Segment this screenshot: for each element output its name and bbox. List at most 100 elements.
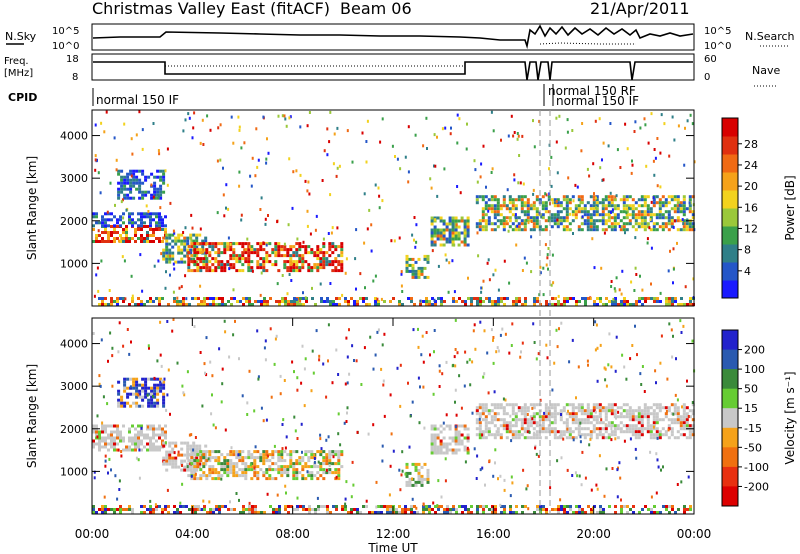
power-panel-echo-region-6 (405, 254, 430, 279)
velocity-panel-colorbar-label-6: -50 (744, 441, 762, 454)
sky-noise-line (92, 24, 694, 50)
time-tick-label-7: 00:00 (677, 527, 712, 541)
velocity-x-axis: 00:00 04:00 08:00 12:00 16:00 20:00 00:00 (75, 318, 712, 541)
velocity-y-axis: 1000 2000 3000 4000 (60, 338, 694, 478)
time-tick-label-3: 08:00 (275, 527, 310, 541)
power-colorbar: 4 8 12 16 20 24 28 Power [dB] (721, 117, 797, 299)
date-label: 21/Apr/2011 (590, 0, 690, 18)
power-panel: 1000 2000 3000 4000 Slant Range [km] (25, 109, 696, 307)
velocity-panel-ytick-label-3: 3000 (60, 380, 88, 393)
station-title: Christmas Valley East (fitACF) (92, 0, 330, 18)
velocity-echoes (92, 318, 696, 514)
power-panel-echo-region-3 (117, 169, 166, 200)
power-panel-ytick-label-3: 3000 (60, 172, 88, 185)
frequency-panel: Freq. [MHz] 18 8 60 0 Nave (4, 53, 780, 87)
power-panel-ytick-label-1: 1000 (60, 257, 88, 270)
power-panel-echo-region-7 (430, 216, 470, 247)
velocity-panel-colorbar-label-3: 50 (744, 383, 758, 396)
power-echoes (92, 110, 696, 306)
mode-change-markers (539, 110, 551, 514)
velocity-ylabel: Slant Range [km] (25, 364, 39, 468)
power-panel-colorbar-block-1 (722, 280, 738, 299)
velocity-panel-echo-region-4 (187, 450, 344, 481)
cpid-strip: CPID normal 150 IF normal 150 RF normal … (8, 84, 639, 108)
power-panel-colorbar-block-5 (722, 208, 738, 227)
sky-label: N.Sky (5, 30, 37, 43)
cpid-mode-3: normal 150 IF (556, 94, 639, 108)
time-tick-label-1: 00:00 (75, 527, 110, 541)
power-panel-echo-region-2 (92, 212, 167, 228)
power-panel-colorbar-block-2 (722, 262, 738, 281)
velocity-panel-echo-region-6 (430, 424, 470, 455)
velocity-panel-echo-region-5 (405, 462, 430, 487)
velocity-panel: 1000 2000 3000 4000 00:00 04:00 08:00 12:00 16:… (25, 317, 712, 554)
power-panel-echo-region-1 (92, 225, 167, 243)
nave-label: Nave (752, 64, 780, 77)
time-tick-label-5: 16:00 (476, 527, 511, 541)
velocity-panel-colorbar-block-3 (722, 369, 738, 390)
velocity-panel-colorbar-block-4 (722, 388, 738, 409)
power-panel-ytick-label-4: 4000 (60, 130, 88, 143)
power-panel-colorbar-label-6: 24 (744, 159, 758, 172)
cpid-mode-2: normal 150 RF (548, 84, 636, 98)
velocity-panel-colorbar-block-8 (722, 466, 738, 487)
nave-tick-bottom: 0 (704, 72, 710, 83)
count-tick-right-top: 10^5 (704, 26, 731, 37)
velocity-panel-colorbar-block-7 (722, 447, 738, 468)
velocity-panel-ytick-label-2: 2000 (60, 423, 88, 436)
time-tick-label-4: 12:00 (376, 527, 411, 541)
power-colorbar-label: Power [dB] (783, 175, 797, 240)
power-panel-ytick-label-2: 2000 (60, 215, 88, 228)
cpid-mode-1: normal 150 IF (96, 93, 179, 107)
velocity-panel-colorbar-label-1: 200 (744, 344, 765, 357)
power-panel-echo-region-5 (187, 242, 344, 273)
freq-tick-bottom: 8 (72, 72, 78, 83)
velocity-panel-ytick-label-4: 4000 (60, 338, 88, 351)
power-panel-colorbar-block-4 (722, 226, 738, 245)
freq-tick-top: 18 (66, 54, 79, 65)
velocity-colorbar-label: Velocity [m s⁻¹] (783, 371, 797, 464)
time-tick-label-6: 20:00 (576, 527, 611, 541)
frequency-line (93, 61, 693, 81)
time-axis-label: Time UT (367, 541, 418, 554)
velocity-panel-colorbar-label-4: 15 (744, 402, 758, 415)
velocity-panel-colorbar-label-7: -100 (744, 461, 769, 474)
power-panel-colorbar-block-9 (722, 136, 738, 155)
velocity-panel-ytick-label-1: 1000 (60, 465, 88, 478)
velocity-panel-colorbar-label-5: -15 (744, 422, 762, 435)
power-y-axis: 1000 2000 3000 4000 (60, 130, 694, 270)
power-panel-scattered-echoes (93, 110, 696, 303)
power-panel-colorbar-block-7 (722, 172, 738, 191)
freq-unit: [MHz] (4, 68, 33, 79)
velocity-panel-colorbar-block-6 (722, 427, 738, 448)
power-panel-colorbar-label-2: 8 (744, 244, 751, 257)
power-panel-colorbar-label-1: 4 (744, 265, 751, 278)
beam-label: Beam 06 (340, 0, 412, 18)
count-tick-left-top: 10^5 (52, 26, 79, 37)
velocity-panel-scattered-echoes (92, 318, 696, 511)
search-noise-line (539, 42, 636, 45)
velocity-colorbar: 200 100 50 15 -15 -50 -100 -200 Velocity [m s⁻¹… (721, 329, 797, 507)
count-tick-right-bottom: 10^0 (704, 41, 731, 52)
freq-label: Freq. (4, 56, 29, 67)
search-label: N.Search (745, 30, 795, 43)
velocity-panel-colorbar-block-1 (722, 330, 738, 351)
cpid-label: CPID (8, 91, 37, 104)
noise-panel: N.Sky N.Search 10^5 10^0 10^5 10^0 (5, 23, 795, 52)
power-panel-colorbar-label-5: 20 (744, 180, 758, 193)
power-panel-colorbar-block-10 (722, 118, 738, 137)
velocity-panel-colorbar-block-2 (722, 349, 738, 370)
power-panel-colorbar-label-3: 12 (744, 222, 758, 235)
power-panel-colorbar-block-3 (722, 244, 738, 263)
velocity-panel-colorbar-label-8: -200 (744, 480, 769, 493)
velocity-panel-colorbar-label-2: 100 (744, 363, 765, 376)
velocity-panel-colorbar-block-5 (722, 408, 738, 429)
nave-tick-top: 60 (704, 54, 717, 65)
power-panel-colorbar-label-7: 28 (744, 138, 758, 151)
power-panel-colorbar-label-4: 16 (744, 201, 758, 214)
power-panel-echo-region-8 (475, 195, 695, 232)
count-tick-left-bottom: 10^0 (52, 41, 79, 52)
velocity-panel-echo-region-1 (92, 424, 167, 452)
power-panel-colorbar-block-8 (722, 154, 738, 173)
